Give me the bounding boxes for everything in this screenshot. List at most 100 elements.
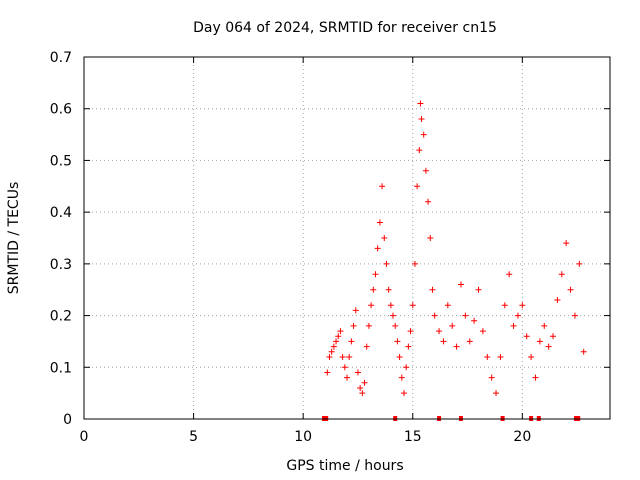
data-point <box>510 322 517 329</box>
data-point <box>519 302 526 309</box>
data-point <box>425 198 432 205</box>
x-axis-label: GPS time / hours <box>286 458 403 474</box>
data-point <box>396 353 403 360</box>
data-point <box>506 271 513 278</box>
data-point <box>488 374 495 381</box>
data-point <box>536 338 543 345</box>
data-point <box>333 338 340 345</box>
data-point <box>409 302 416 309</box>
y-tick-labels: 0 0.1 0.2 0.3 0.4 0.5 0.6 0.7 <box>50 50 72 428</box>
y-tick-label: 0.7 <box>50 50 72 66</box>
data-point <box>466 338 473 345</box>
x-tick-label: 10 <box>294 429 312 445</box>
data-point <box>390 312 397 319</box>
y-axis-label: SRMTID / TECUs <box>6 182 22 295</box>
data-point <box>558 271 565 278</box>
data-point <box>363 343 370 350</box>
data-point <box>346 353 353 360</box>
data-point <box>416 147 423 154</box>
data-point <box>550 333 557 340</box>
data-point <box>449 322 456 329</box>
grid-lines <box>83 56 610 420</box>
data-point <box>418 116 425 123</box>
data-point <box>563 240 570 247</box>
x-tick-label: 15 <box>404 429 422 445</box>
data-point <box>379 183 386 190</box>
data-point <box>387 302 394 309</box>
data-point <box>436 328 443 335</box>
data-point <box>580 348 587 355</box>
data-point <box>532 374 539 381</box>
data-point <box>357 384 364 391</box>
data-point <box>400 390 407 397</box>
data-point <box>484 353 491 360</box>
data-point <box>328 348 335 355</box>
data-point <box>411 260 418 267</box>
data-point <box>479 328 486 335</box>
data-point <box>431 312 438 319</box>
data-point <box>405 343 412 350</box>
data-point <box>414 183 421 190</box>
data-point <box>403 364 410 371</box>
data-point <box>352 307 359 314</box>
data-point <box>576 260 583 267</box>
data-point <box>350 322 357 329</box>
data-point <box>429 286 436 293</box>
data-point <box>381 235 388 241</box>
data-point <box>457 281 464 288</box>
x-tick-label: 0 <box>80 429 89 445</box>
data-point <box>365 322 372 329</box>
chart-title: Day 064 of 2024, SRMTID for receiver cn1… <box>193 20 497 36</box>
data-point <box>354 369 361 376</box>
data-point <box>420 131 427 138</box>
data-point <box>453 343 460 350</box>
y-tick-label: 0.1 <box>50 360 72 376</box>
data-point <box>383 260 390 267</box>
data-point <box>361 379 368 386</box>
data-point <box>528 353 535 360</box>
data-point <box>567 286 574 293</box>
data-point <box>541 322 548 329</box>
y-tick-label: 0.4 <box>50 205 72 221</box>
y-tick-label: 0.6 <box>50 102 72 118</box>
data-point <box>523 333 530 340</box>
data-point <box>475 286 482 293</box>
y-tick-label: 0.2 <box>50 309 72 325</box>
plot-frame <box>83 56 611 420</box>
data-point <box>339 353 346 360</box>
data-point <box>330 343 337 350</box>
data-point <box>335 333 342 340</box>
data-point <box>385 286 392 293</box>
data-point <box>545 343 552 350</box>
data-points <box>324 100 587 397</box>
data-point <box>417 100 424 107</box>
data-point <box>394 338 401 345</box>
data-point <box>324 369 331 376</box>
data-point <box>571 312 578 319</box>
data-point <box>372 271 379 278</box>
data-point <box>337 328 344 335</box>
data-point <box>497 353 504 360</box>
data-point <box>440 338 447 345</box>
y-tick-label: 0.3 <box>50 257 72 273</box>
data-point <box>370 286 377 293</box>
data-point <box>341 364 348 371</box>
data-point <box>376 219 383 226</box>
data-point <box>398 374 405 381</box>
y-tick-label: 0 <box>63 412 72 428</box>
data-point <box>554 297 561 304</box>
x-tick-label: 20 <box>513 429 531 445</box>
data-point <box>422 167 429 174</box>
x-tick-labels: 0 5 10 15 20 <box>80 429 532 445</box>
data-point <box>471 317 478 324</box>
data-point <box>501 302 508 309</box>
data-point <box>462 312 469 319</box>
x-tick-label: 5 <box>189 429 198 445</box>
data-point <box>368 302 375 309</box>
data-point <box>427 235 434 241</box>
data-point <box>344 374 350 381</box>
data-point <box>348 338 355 345</box>
data-point <box>493 390 500 397</box>
